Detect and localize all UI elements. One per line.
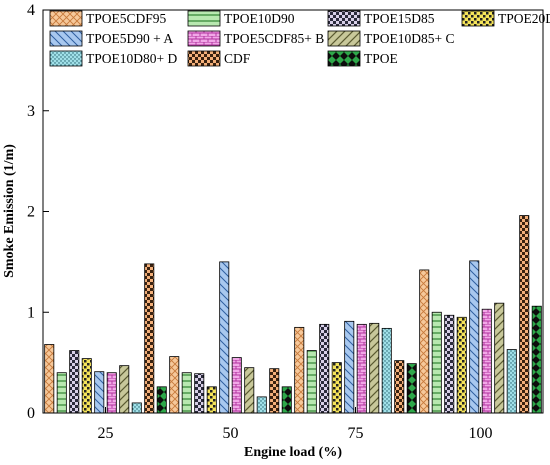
x-tick-label: 25 [98, 425, 114, 442]
bar [44, 344, 55, 414]
bar [219, 261, 230, 414]
bar [481, 308, 492, 414]
bar [506, 349, 517, 414]
legend-swatch [327, 50, 361, 67]
bar [106, 372, 117, 414]
legend: TPOE5CDF95 TPOE10D90 TPOE15D85 TPOE20D80 TPO… [49, 10, 550, 67]
bar [519, 215, 530, 414]
legend-swatch [187, 30, 221, 47]
legend-label: TPOE [364, 51, 398, 66]
bar [531, 305, 542, 414]
legend-label: TPOE10D85+ C [364, 31, 455, 46]
y-axis: 0 1 2 3 4 [27, 2, 49, 422]
bar [469, 260, 480, 414]
plot-frame [42, 9, 544, 414]
legend-label: TPOE5D90 + A [86, 31, 173, 46]
bar [281, 386, 292, 414]
y-tick-label: 4 [27, 2, 35, 19]
bar [319, 323, 330, 414]
bar [394, 360, 405, 414]
bar [181, 372, 192, 414]
bar [244, 367, 255, 414]
bar [444, 314, 455, 414]
bar [156, 386, 167, 414]
legend-label: TPOE15D85 [364, 11, 435, 26]
legend-swatch [327, 30, 361, 47]
bar [144, 263, 155, 414]
y-tick-label: 2 [27, 204, 35, 221]
bar [294, 326, 305, 414]
bar [131, 402, 142, 414]
bar [431, 311, 442, 414]
bar [81, 358, 92, 414]
x-axis-title: Engine load (%) [244, 445, 342, 460]
bar [231, 357, 242, 414]
bar [56, 372, 67, 414]
x-tick-label: 50 [223, 425, 239, 442]
legend-label: TPOE5CDF95 [86, 11, 167, 26]
x-tick-label: 100 [469, 425, 493, 442]
bar [456, 316, 467, 414]
legend-swatch [49, 50, 83, 67]
bar [194, 373, 205, 414]
bar [419, 269, 430, 414]
bar [69, 350, 80, 414]
bar [119, 365, 130, 414]
bar [344, 320, 355, 414]
legend-swatch [49, 10, 83, 27]
legend-swatch [187, 10, 221, 27]
y-axis-title: Smoke Emission (1/m) [2, 144, 17, 278]
bar [369, 322, 380, 414]
y-tick-label: 3 [27, 103, 35, 120]
bar [94, 371, 105, 414]
bar [494, 302, 505, 414]
legend-label: TPOE5CDF85+ B [224, 31, 324, 46]
bar [169, 356, 180, 414]
legend-swatch [461, 10, 495, 27]
bar [406, 363, 417, 414]
x-tick-label: 75 [348, 425, 364, 442]
legend-label: TPOE10D80+ D [86, 51, 177, 66]
x-axis: 25 50 75 100 [98, 407, 493, 442]
legend-swatch [327, 10, 361, 27]
bar [269, 368, 280, 414]
bar [256, 396, 267, 414]
bar [356, 323, 367, 414]
legend-label: TPOE10D90 [224, 11, 295, 26]
legend-label: TPOE20D80 [498, 11, 550, 26]
bar [206, 386, 217, 414]
y-tick-label: 0 [27, 405, 35, 422]
legend-swatch [187, 50, 221, 67]
bar [306, 350, 317, 414]
y-tick-label: 1 [27, 304, 35, 321]
bar-group [44, 215, 542, 414]
legend-label: CDF [224, 51, 251, 66]
bar [381, 327, 392, 414]
bar [331, 362, 342, 414]
legend-swatch [49, 30, 83, 47]
